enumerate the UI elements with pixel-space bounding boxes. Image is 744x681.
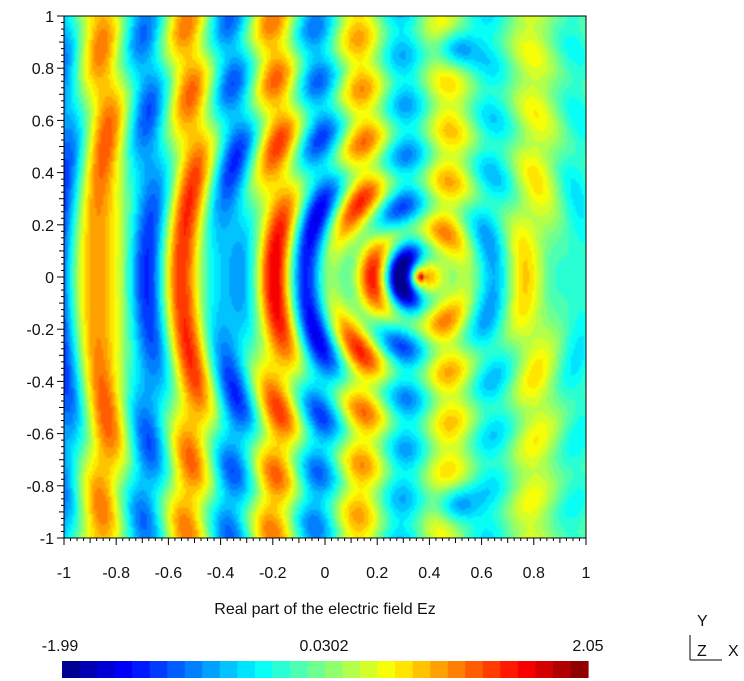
colorbar-segment xyxy=(202,661,221,678)
axes-triad: Y Z X xyxy=(689,613,739,661)
y-axis-ticks: -1 -0.8 -0.6 -0.4 -0.2 0 0.2 0.4 0.6 0.8 1 xyxy=(26,9,64,548)
triad-y-label: Y xyxy=(697,613,708,630)
x-tick-label: 0.6 xyxy=(470,565,492,582)
colorbar-segment xyxy=(500,661,519,678)
colorbar-segment xyxy=(219,661,238,678)
colorbar-segment xyxy=(447,661,466,678)
colorbar-segment xyxy=(254,661,273,678)
colorbar-segment xyxy=(237,661,256,678)
colorbar-segment xyxy=(412,661,431,678)
colorbar-segment xyxy=(395,661,414,678)
x-tick-label: 0.2 xyxy=(366,565,388,582)
colorbar-title: Real part of the electric field Ez xyxy=(214,601,435,618)
colorbar-segment xyxy=(552,661,572,678)
x-tick-label: -1 xyxy=(57,565,71,582)
colorbar-segment xyxy=(570,661,589,678)
x-tick-label: 0.8 xyxy=(523,565,545,582)
x-tick-label: -0.2 xyxy=(259,565,287,582)
x-tick-label: 0.4 xyxy=(418,565,440,582)
colorbar-segment xyxy=(167,661,186,678)
triad-z-label: Z xyxy=(697,643,707,660)
y-tick-label: 0.8 xyxy=(32,61,54,78)
colorbar-segment xyxy=(114,661,133,678)
x-tick-label: -0.6 xyxy=(155,565,183,582)
x-tick-label: -0.4 xyxy=(207,565,235,582)
colorbar-segment xyxy=(535,661,554,678)
y-tick-label: -1 xyxy=(40,531,54,548)
colorbar-segment xyxy=(62,661,81,678)
y-tick-label: -0.4 xyxy=(26,374,54,391)
colorbar-segment xyxy=(360,661,379,678)
plot-area xyxy=(64,16,586,538)
colorbar-segment xyxy=(482,661,501,678)
field-heatmap xyxy=(64,16,586,538)
colorbar-min-label: -1.99 xyxy=(42,638,79,655)
colorbar-segment xyxy=(307,661,326,678)
y-tick-label: -0.2 xyxy=(26,322,54,339)
colorbar-segment xyxy=(97,661,116,678)
colorbar-segment xyxy=(342,661,361,678)
y-tick-label: 0.2 xyxy=(32,218,54,235)
y-tick-label: -0.6 xyxy=(26,427,54,444)
x-tick-label: 0 xyxy=(321,565,330,582)
y-tick-label: 0.6 xyxy=(32,113,54,130)
y-tick-label: 0 xyxy=(45,270,54,287)
y-tick-label: -0.8 xyxy=(26,479,54,496)
y-tick-label: 0.4 xyxy=(32,166,54,183)
colorbar xyxy=(62,661,589,678)
colorbar-max-label: 2.05 xyxy=(572,638,603,655)
colorbar-segment xyxy=(430,661,449,678)
colorbar-segment xyxy=(184,661,203,678)
colorbar-segment xyxy=(79,661,98,678)
x-axis-ticks: -1 -0.8 -0.6 -0.4 -0.2 0 0.2 0.4 0.6 0.8 1 xyxy=(57,538,591,582)
y-tick-label: 1 xyxy=(45,9,54,26)
triad-x-label: X xyxy=(728,643,739,660)
colorbar-segment xyxy=(132,661,151,678)
colorbar-segment xyxy=(465,661,484,678)
x-tick-label: 1 xyxy=(582,565,591,582)
colorbar-segment xyxy=(149,661,168,678)
colorbar-segment xyxy=(325,661,344,678)
colorbar-segment xyxy=(289,661,309,678)
colorbar-segment xyxy=(377,661,396,678)
colorbar-segment xyxy=(517,661,536,678)
colorbar-mid-label: 0.0302 xyxy=(300,638,349,655)
colorbar-segment xyxy=(272,661,291,678)
x-tick-label: -0.8 xyxy=(102,565,130,582)
